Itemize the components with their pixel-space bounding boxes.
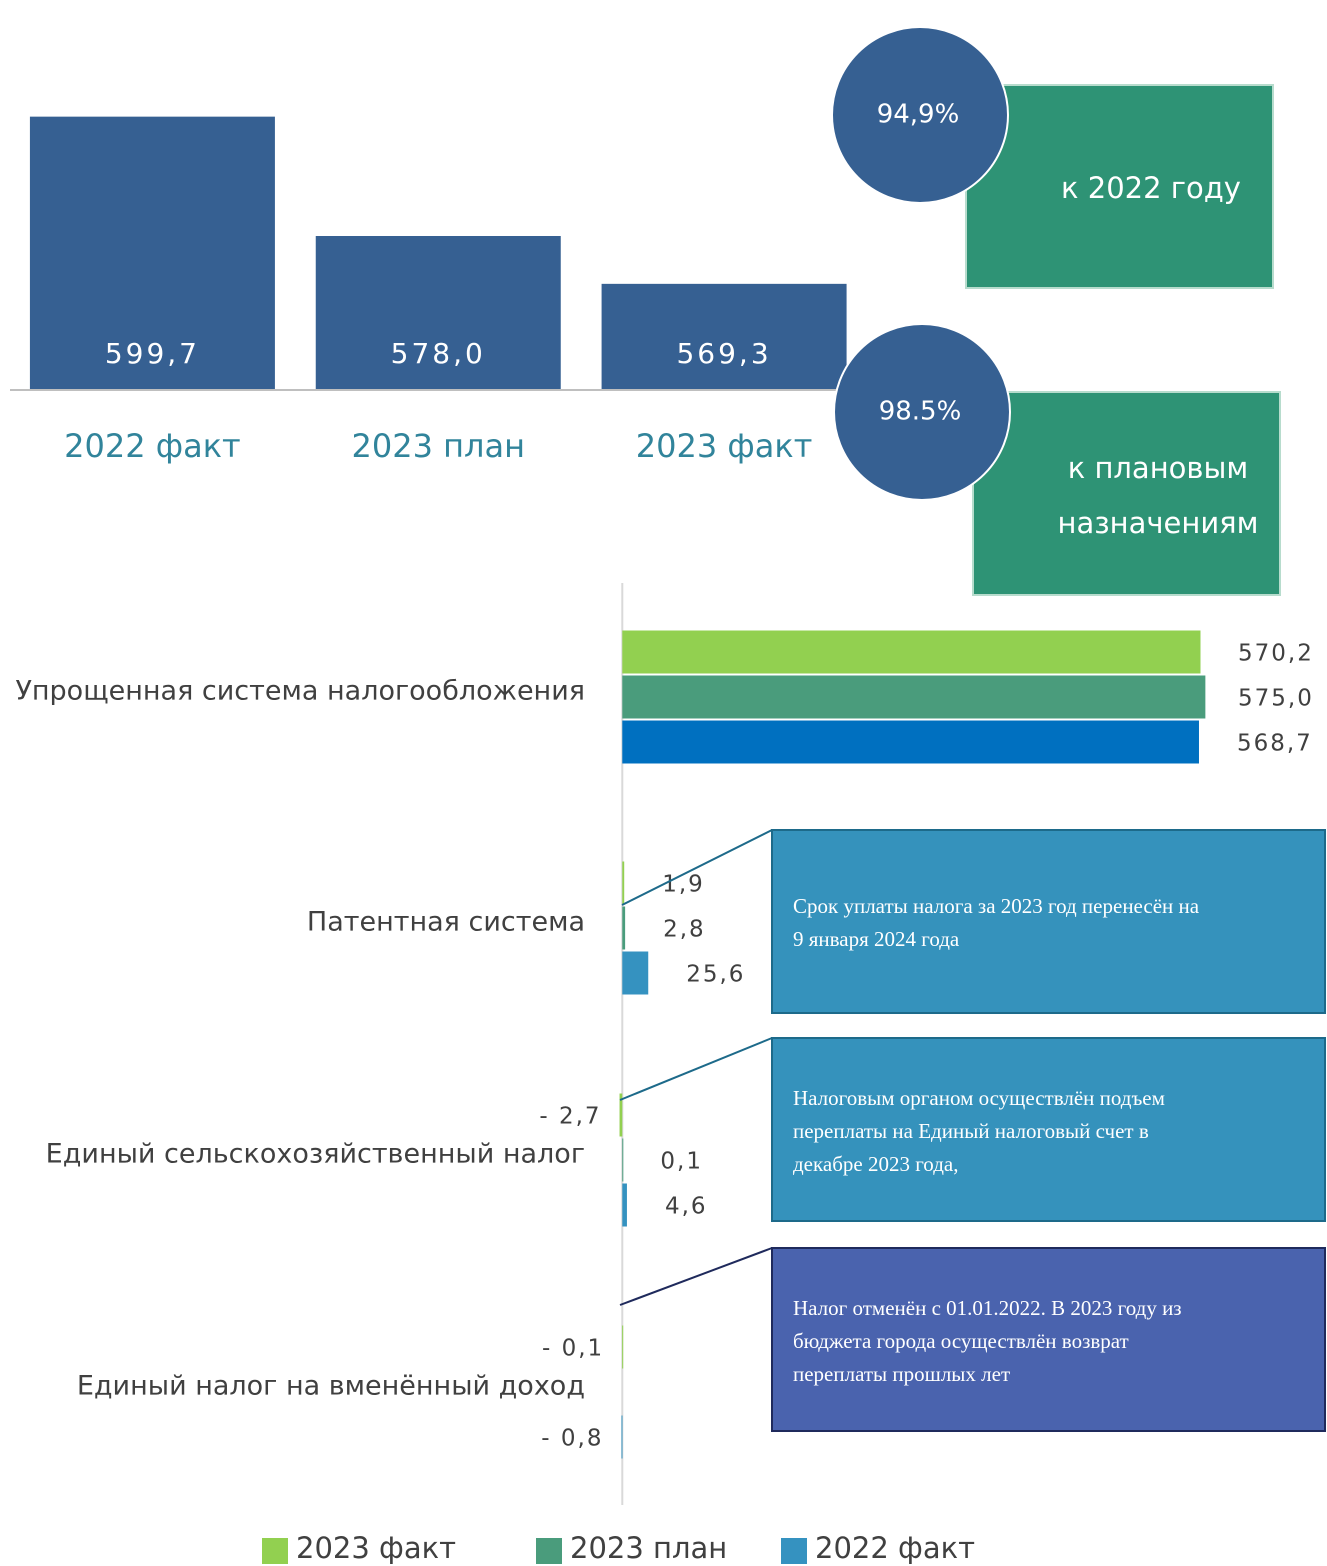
- leader-line: [619, 1247, 773, 1306]
- note-box: [771, 829, 1326, 1014]
- category-label: Единый налог на вменённый доход: [77, 1371, 585, 1402]
- value-label: - 2,7: [539, 1104, 601, 1130]
- category-label: Упрощенная система налогообложения: [15, 676, 585, 707]
- value-label: 599,7: [105, 337, 200, 370]
- legend-label: 2023 план: [570, 1531, 727, 1565]
- bar: [622, 951, 649, 995]
- value-label: 578,0: [391, 337, 486, 370]
- note-text: переплаты прошлых лет: [793, 1362, 1010, 1386]
- category-label: Единый сельскохозяйственный налог: [46, 1139, 585, 1170]
- category-label: 2022 факт: [64, 427, 241, 465]
- leader-line: [621, 829, 773, 906]
- value-label: 575,0: [1238, 686, 1314, 712]
- bar: [622, 630, 1201, 674]
- note-text: переплаты на Единый налоговый счет в: [793, 1119, 1149, 1143]
- bar: [621, 1415, 623, 1459]
- value-label: 0,1: [660, 1149, 703, 1175]
- legend-swatch: [262, 1538, 288, 1564]
- value-label: 570,2: [1238, 641, 1314, 667]
- bar: [315, 236, 561, 390]
- badge-label: 98.5%: [879, 397, 962, 427]
- note-box: [771, 1037, 1326, 1222]
- bar: [601, 283, 847, 390]
- leader-line: [619, 1037, 773, 1101]
- note-text: Налог отменён с 01.01.2022. В 2023 году …: [793, 1296, 1182, 1320]
- value-label: - 0,1: [542, 1336, 604, 1362]
- bar: [619, 1093, 623, 1137]
- legend-swatch: [536, 1538, 562, 1564]
- badge: [831, 26, 1009, 204]
- bar: [29, 116, 275, 391]
- note-text: Налоговым органом осуществлён подъем: [793, 1086, 1165, 1110]
- value-label: 1,9: [662, 872, 705, 898]
- legend-label: 2022 факт: [815, 1531, 975, 1565]
- badge: [833, 323, 1011, 501]
- bar: [622, 675, 1206, 719]
- bar: [622, 720, 1199, 764]
- value-label: 568,7: [1237, 731, 1313, 757]
- bar: [622, 1325, 624, 1369]
- category-label: 2023 план: [351, 427, 525, 465]
- bar: [622, 1138, 624, 1182]
- value-label: 569,3: [676, 337, 771, 370]
- legend-label: 2023 факт: [296, 1531, 456, 1565]
- value-label: 25,6: [686, 962, 745, 988]
- note-box: [771, 1247, 1326, 1432]
- note-text: Срок уплаты налога за 2023 год перенесён…: [793, 894, 1200, 918]
- note-text: к 2022 году: [1061, 171, 1241, 205]
- note-text: бюджета города осуществлён возврат: [793, 1329, 1129, 1353]
- bar: [622, 1183, 627, 1227]
- note-text: 9 января 2024 года: [793, 927, 960, 951]
- category-label: Патентная система: [307, 907, 585, 938]
- badge-label: 94,9%: [877, 100, 960, 130]
- note-box: [965, 84, 1274, 289]
- value-label: 4,6: [665, 1194, 708, 1220]
- value-label: 2,8: [663, 917, 706, 943]
- category-label: 2023 факт: [636, 427, 813, 465]
- note-text: назначениям: [1058, 506, 1259, 540]
- value-label: - 0,8: [541, 1426, 603, 1452]
- note-text: к плановым: [1068, 451, 1249, 485]
- legend-swatch: [781, 1538, 807, 1564]
- bar: [622, 861, 625, 905]
- note-box: [972, 391, 1281, 596]
- note-text: декабре 2023 года,: [793, 1152, 958, 1176]
- bar: [622, 906, 626, 950]
